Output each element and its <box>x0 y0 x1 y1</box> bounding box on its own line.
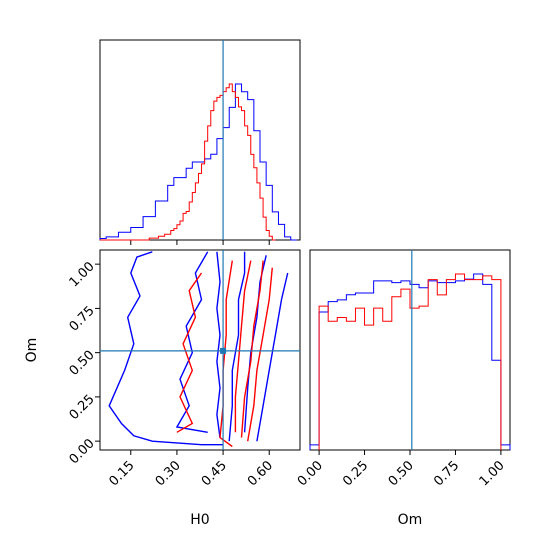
h0-histogram-frame <box>99 39 301 241</box>
h0-histogram-ticks <box>130 240 270 245</box>
h0-histogram-panel <box>99 39 301 245</box>
contour-series <box>108 251 289 448</box>
om-xtick-label: 0.50 <box>386 458 417 489</box>
contour-line-0-4 <box>108 251 224 446</box>
contour-xtick-label: 0.45 <box>199 458 230 489</box>
contour-ytick-label: 0.00 <box>67 436 98 467</box>
h0-histogram-series <box>99 83 297 241</box>
contour-ytick-label: 1.00 <box>67 259 98 290</box>
contour-line-0-3 <box>256 272 289 442</box>
om-xtick-label: 0.25 <box>340 458 371 489</box>
contour-ytick-label: 0.50 <box>67 348 98 379</box>
contour-truth-marker <box>220 347 227 354</box>
h0-om-contour-panel: 0.15 0.30 0.45 0.600.000.250.500.751.00 H0 … <box>24 249 301 528</box>
contour-line-0-0 <box>216 251 221 438</box>
om-histogram-series <box>309 273 511 450</box>
contour-frame <box>99 249 301 451</box>
contour-line-0-1 <box>228 251 246 442</box>
histogram-series-1 <box>318 273 502 450</box>
om-histogram-ticks: 0.00 0.25 0.50 0.75 1.00 <box>295 450 508 489</box>
contour-xtick-label: 0.60 <box>245 458 276 489</box>
contour-xtick-label: 0.15 <box>107 458 138 489</box>
contour-line-1-1 <box>234 260 252 433</box>
om-axis-label: Om <box>24 338 40 363</box>
histogram-series-0 <box>309 273 511 450</box>
contour-ytick-label: 0.75 <box>67 303 98 334</box>
contour-line-1-3 <box>247 267 273 442</box>
contour-line-1-2 <box>240 260 264 438</box>
histogram-series-1 <box>100 83 276 241</box>
om-histogram-panel: 0.00 0.25 0.50 0.75 1.00 Om <box>295 249 511 528</box>
histogram-series-0 <box>99 83 297 241</box>
om-xtick-label: 1.00 <box>477 458 508 489</box>
h0-axis-label: H0 <box>190 512 209 528</box>
om-xtick-label: 0.00 <box>295 458 326 489</box>
contour-line-0-5 <box>175 251 209 433</box>
om-x-axis-label: Om <box>398 512 423 528</box>
om-xtick-label: 0.75 <box>431 458 462 489</box>
contour-ytick-label: 0.25 <box>67 392 98 423</box>
contour-line-1-4 <box>176 272 203 433</box>
contour-xtick-label: 0.30 <box>153 458 184 489</box>
